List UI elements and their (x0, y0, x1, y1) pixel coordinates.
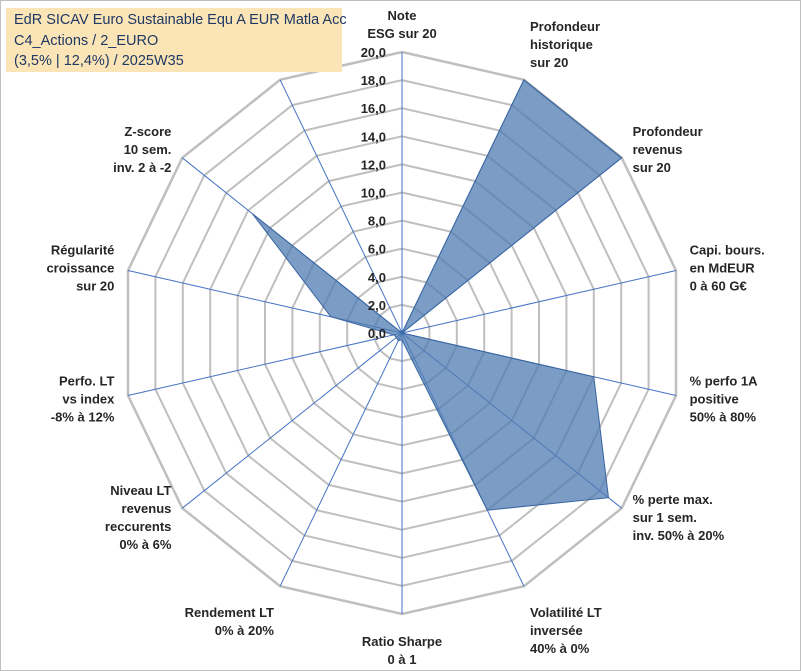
fund-header-box (6, 8, 342, 72)
category-label: inv. 2 à -2 (113, 160, 171, 175)
category-label: croissance (46, 260, 114, 275)
category-label: 50% à 80% (690, 410, 757, 425)
radar-area (252, 79, 623, 511)
radar-spoke (127, 332, 403, 396)
category-label: 0 à 60 G€ (690, 278, 747, 293)
category-label: Rendement LT (185, 605, 274, 620)
category-label: sur 20 (530, 55, 568, 70)
category-label: inversée (530, 623, 583, 638)
category-label: Perfo. LT (59, 374, 114, 389)
category-label: inv. 50% à 20% (633, 528, 725, 543)
category-label: vs index (62, 392, 115, 407)
radial-tick-label: 4,0 (368, 270, 386, 285)
fund-name: EdR SICAV Euro Sustainable Equ A EUR Mat… (14, 12, 347, 28)
radial-tick-label: 0,0 (368, 326, 386, 341)
category-label: 40% à 0% (530, 641, 590, 656)
category-label: revenus (122, 501, 172, 516)
category-label: Note (388, 8, 417, 23)
radar-spoke (279, 332, 403, 587)
radial-tick-label: 6,0 (368, 242, 386, 257)
category-label: sur 20 (633, 160, 671, 175)
category-label: reccurents (105, 519, 171, 534)
category-label: ESG sur 20 (367, 26, 436, 41)
category-label: Régularité (51, 242, 115, 257)
category-label: en MdEUR (690, 260, 756, 275)
category-label: Niveau LT (110, 483, 171, 498)
radial-tick-label: 20,0 (361, 45, 386, 60)
category-label: Ratio Sharpe (362, 634, 442, 649)
category-label: Profondeur (633, 124, 703, 139)
radial-tick-label: 12,0 (361, 157, 386, 172)
radial-tick-label: 2,0 (368, 298, 386, 313)
radial-tick-label: 8,0 (368, 214, 386, 229)
radar-tick-labels: 0,0 2,0 4,0 6,0 8,0 10,0 12,0 14,0 16,0 18,0 20,0 (361, 45, 386, 341)
category-label: Z-score (124, 124, 171, 139)
category-label: 10 sem. (124, 142, 172, 157)
category-label: 0% à 6% (119, 537, 171, 552)
category-label: 0% à 20% (215, 623, 275, 638)
radial-tick-label: 18,0 (361, 73, 386, 88)
category-label: 0 à 1 (388, 652, 417, 667)
category-label: sur 20 (76, 278, 114, 293)
radar-spoke (279, 79, 403, 334)
category-label: Profondeur (530, 19, 600, 34)
category-label: revenus (633, 142, 683, 157)
fund-category: C4_Actions / 2_EURO (14, 33, 159, 49)
radial-tick-label: 10,0 (361, 186, 386, 201)
category-label: sur 1 sem. (633, 510, 697, 525)
radar-spoke (181, 332, 403, 509)
radar-spoke (401, 270, 677, 334)
category-label: Volatilité LT (530, 605, 602, 620)
category-label: Capi. bours. (690, 242, 765, 257)
category-label: % perte max. (633, 492, 713, 507)
category-label: % perfo 1A (690, 374, 759, 389)
fund-stats: (3,5% | 12,4%) / 2025W35 (14, 53, 184, 69)
category-label: historique (530, 37, 593, 52)
category-label: positive (690, 392, 739, 407)
category-label: -8% à 12% (51, 410, 115, 425)
radial-tick-label: 16,0 (361, 101, 386, 116)
radar-category-labels: Note ESG sur 20 Profondeur historique sur 20… (46, 8, 764, 667)
radar-series-area (252, 79, 623, 511)
radial-tick-label: 14,0 (361, 129, 386, 144)
